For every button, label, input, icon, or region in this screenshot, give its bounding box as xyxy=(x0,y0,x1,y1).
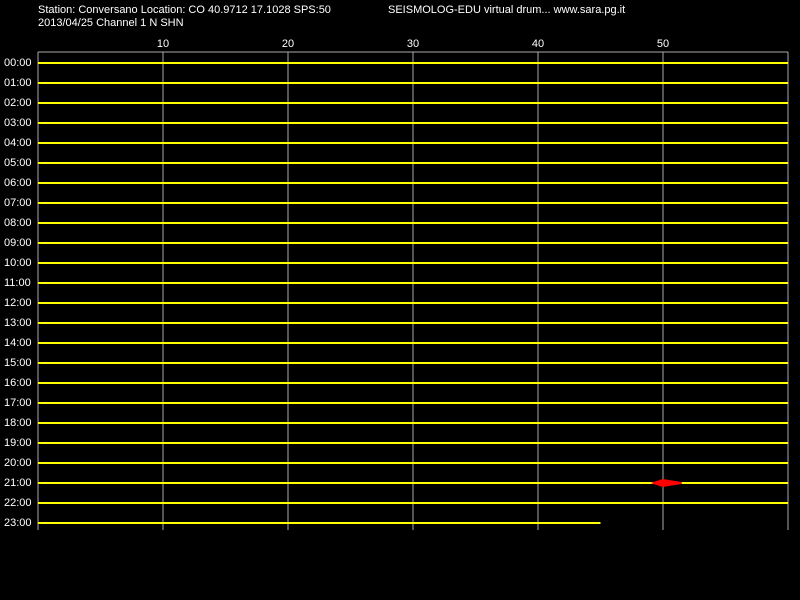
x-tick-label: 10 xyxy=(157,38,169,50)
event xyxy=(650,479,682,487)
chart-subtitle: 2013/04/25 Channel 1 N SHN xyxy=(38,17,184,29)
row-label: 20:00 xyxy=(4,457,32,469)
row-label: 04:00 xyxy=(4,137,32,149)
row-label: 01:00 xyxy=(4,77,32,89)
row-label: 07:00 xyxy=(4,197,32,209)
row-label: 14:00 xyxy=(4,337,32,349)
x-tick-label: 40 xyxy=(532,38,544,50)
row-label: 23:00 xyxy=(4,517,32,529)
row-label: 16:00 xyxy=(4,377,32,389)
row-label: 21:00 xyxy=(4,477,32,489)
row-label: 00:00 xyxy=(4,57,32,69)
row-label: 13:00 xyxy=(4,317,32,329)
row-label: 08:00 xyxy=(4,217,32,229)
row-label: 12:00 xyxy=(4,297,32,309)
row-label: 05:00 xyxy=(4,157,32,169)
chart-title: Station: Conversano Location: CO 40.9712… xyxy=(38,4,331,16)
x-tick-label: 30 xyxy=(407,38,419,50)
row-label: 15:00 xyxy=(4,357,32,369)
row-label: 10:00 xyxy=(4,257,32,269)
x-tick-label: 50 xyxy=(657,38,669,50)
annotation: SEISMOLOG-EDU virtual drum... www.sara.p… xyxy=(388,4,625,16)
row-label: 19:00 xyxy=(4,437,32,449)
row-label: 06:00 xyxy=(4,177,32,189)
row-label: 11:00 xyxy=(4,277,31,289)
row-label: 03:00 xyxy=(4,117,32,129)
row-label: 22:00 xyxy=(4,497,32,509)
row-label: 09:00 xyxy=(4,237,32,249)
row-label: 17:00 xyxy=(4,397,32,409)
x-tick-label: 20 xyxy=(282,38,294,50)
row-label: 02:00 xyxy=(4,97,32,109)
row-label: 18:00 xyxy=(4,417,32,429)
